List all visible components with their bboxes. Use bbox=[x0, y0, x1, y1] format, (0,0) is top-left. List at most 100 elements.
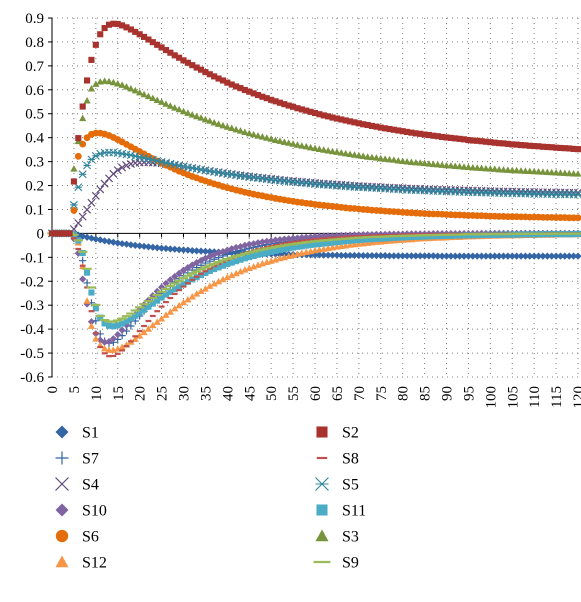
point-s2 bbox=[500, 140, 507, 147]
point-s1 bbox=[394, 252, 402, 260]
point-s3 bbox=[153, 96, 161, 103]
legend-marker-s5 bbox=[315, 477, 329, 491]
point-s5 bbox=[574, 190, 581, 199]
x-tick-label: 50 bbox=[264, 386, 280, 401]
point-s11 bbox=[119, 320, 126, 327]
point-s12 bbox=[219, 275, 227, 283]
point-s11 bbox=[132, 312, 139, 319]
legend-label-s9: S9 bbox=[342, 555, 359, 572]
point-s1 bbox=[188, 247, 196, 255]
point-s3 bbox=[280, 138, 288, 145]
point-s3 bbox=[162, 100, 170, 107]
point-s3 bbox=[298, 142, 306, 149]
point-s11 bbox=[228, 259, 235, 266]
point-s1 bbox=[179, 246, 188, 254]
point-s11 bbox=[215, 264, 222, 271]
point-s2 bbox=[268, 96, 275, 103]
point-s12 bbox=[149, 321, 157, 329]
point-s2 bbox=[149, 39, 156, 46]
point-s1 bbox=[105, 237, 113, 246]
point-s3 bbox=[245, 129, 253, 137]
point-s10 bbox=[263, 237, 271, 245]
point-s1 bbox=[508, 252, 516, 260]
point-s3 bbox=[92, 80, 100, 87]
point-s3 bbox=[570, 169, 578, 177]
point-s3 bbox=[87, 85, 96, 92]
point-s2 bbox=[224, 79, 231, 86]
point-s3 bbox=[513, 166, 521, 174]
point-s1 bbox=[193, 247, 201, 255]
point-s1 bbox=[171, 245, 179, 253]
point-s1 bbox=[385, 252, 394, 260]
point-s11 bbox=[351, 237, 358, 244]
point-s2 bbox=[281, 101, 288, 108]
point-s3 bbox=[320, 146, 328, 153]
point-s11 bbox=[105, 322, 113, 329]
point-s11 bbox=[184, 278, 191, 285]
point-s12 bbox=[223, 273, 231, 281]
point-s6 bbox=[574, 214, 581, 222]
point-s2 bbox=[123, 24, 130, 31]
point-s2 bbox=[421, 131, 428, 138]
point-s11 bbox=[307, 241, 314, 248]
point-s1 bbox=[92, 235, 100, 243]
point-s11 bbox=[395, 234, 402, 241]
point-s3 bbox=[250, 130, 258, 138]
point-s4 bbox=[100, 179, 109, 188]
point-s2 bbox=[237, 85, 244, 92]
point-s11 bbox=[254, 251, 262, 258]
point-s12 bbox=[214, 277, 223, 285]
point-s1 bbox=[149, 243, 157, 251]
legend-label-s1: S1 bbox=[82, 425, 99, 442]
point-s2 bbox=[119, 22, 126, 29]
point-s3 bbox=[206, 117, 214, 124]
point-s2 bbox=[399, 128, 406, 135]
point-s2 bbox=[443, 134, 450, 141]
point-s10 bbox=[271, 236, 280, 244]
point-s3 bbox=[499, 166, 508, 173]
point-s2 bbox=[557, 144, 564, 152]
point-s10 bbox=[254, 239, 262, 247]
point-s10 bbox=[258, 238, 266, 246]
point-s3 bbox=[276, 137, 284, 144]
point-s1 bbox=[328, 251, 337, 259]
point-s2 bbox=[88, 56, 95, 63]
point-s2 bbox=[140, 33, 148, 40]
point-s2 bbox=[553, 144, 560, 151]
legend-item-s2: S2 bbox=[316, 425, 359, 442]
point-s2 bbox=[298, 106, 305, 113]
point-s10 bbox=[74, 249, 82, 257]
point-s3 bbox=[451, 162, 459, 170]
point-s11 bbox=[197, 271, 205, 279]
point-s1 bbox=[543, 252, 551, 260]
point-s12 bbox=[193, 290, 201, 297]
point-s2 bbox=[70, 178, 77, 185]
point-s3 bbox=[144, 92, 153, 100]
point-s3 bbox=[556, 169, 565, 176]
y-tick-label: 0.8 bbox=[25, 35, 44, 51]
point-s1 bbox=[434, 252, 442, 260]
x-tick-label: 35 bbox=[198, 386, 214, 401]
point-s1 bbox=[162, 244, 170, 253]
point-s3 bbox=[127, 85, 135, 92]
point-s3 bbox=[469, 163, 477, 171]
point-s12 bbox=[188, 292, 196, 300]
y-tick-label: 0.6 bbox=[25, 83, 44, 99]
y-tick-label: -0.1 bbox=[20, 250, 44, 266]
point-s2 bbox=[176, 54, 183, 61]
point-s3 bbox=[495, 165, 503, 173]
point-s10 bbox=[201, 254, 210, 262]
point-s3 bbox=[83, 96, 91, 104]
point-s5 bbox=[87, 155, 96, 164]
point-s2 bbox=[465, 137, 472, 144]
legend-label-s6: S6 bbox=[82, 529, 99, 546]
point-s2 bbox=[513, 141, 520, 148]
legend-label-s3: S3 bbox=[342, 529, 359, 546]
point-s12 bbox=[184, 295, 192, 303]
point-s4 bbox=[78, 212, 87, 221]
point-s2 bbox=[75, 135, 82, 142]
point-s11 bbox=[373, 235, 380, 242]
point-s10 bbox=[118, 326, 126, 334]
point-s11 bbox=[92, 305, 99, 312]
